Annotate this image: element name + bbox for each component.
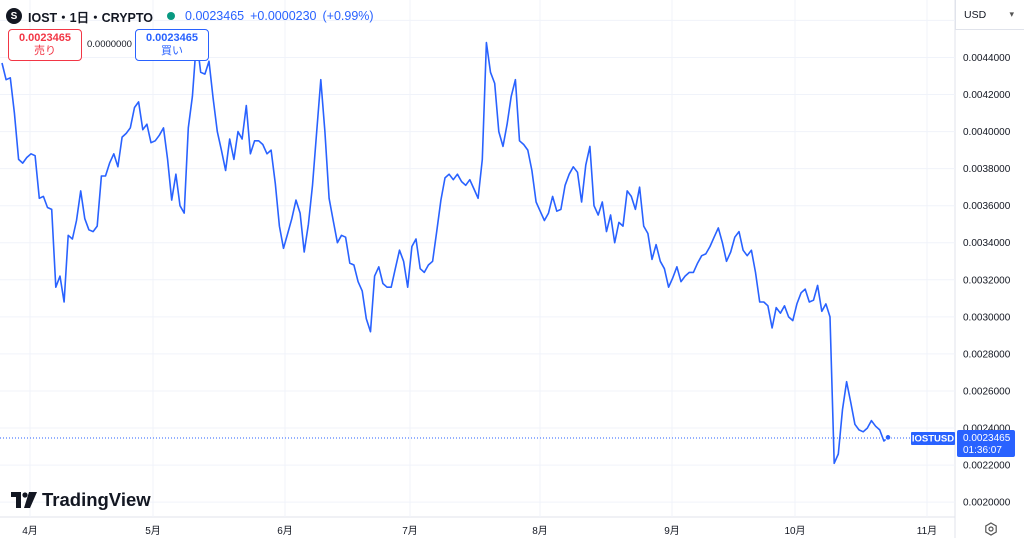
series-line-iostusd <box>1 38 889 465</box>
tradingview-mark-icon <box>11 492 37 508</box>
x-tick-label: 10月 <box>784 525 805 537</box>
iost-logo-icon: S <box>6 8 22 24</box>
symbol-tag-label: IOSTUSD <box>912 433 954 444</box>
brand-name: TradingView <box>42 489 151 510</box>
buy-label: 買い <box>161 45 183 57</box>
x-tick-label: 6月 <box>277 525 293 537</box>
y-tick-label: 0.0042000 <box>963 90 1011 101</box>
x-tick-label: 9月 <box>664 525 680 537</box>
last-price-tag-value: 0.0023465 <box>963 433 1011 444</box>
settings-gear-icon[interactable] <box>982 520 1000 538</box>
x-tick-label: 8月 <box>532 525 548 537</box>
last-price-tag <box>957 429 1015 457</box>
sell-button[interactable]: 0.0023465 売り <box>8 29 82 61</box>
sell-label: 売り <box>34 45 56 57</box>
x-tick-label: 7月 <box>402 525 418 537</box>
price-change-percent: (+0.99%) <box>322 9 374 23</box>
y-tick-label: 0.0044000 <box>963 53 1011 64</box>
currency-selector[interactable]: USD ▾ <box>955 0 1024 30</box>
spread-value: 0.0000000 <box>87 39 132 50</box>
y-tick-label: 0.0034000 <box>963 238 1011 249</box>
x-tick-label: 11月 <box>917 525 937 537</box>
price-axis-panel <box>955 0 1024 538</box>
sell-price: 0.0023465 <box>19 32 71 44</box>
price-change: +0.0000230 <box>250 9 317 23</box>
market-open-dot-icon <box>167 12 176 20</box>
last-point-marker <box>884 434 892 441</box>
y-tick-label: 0.0022000 <box>963 461 1011 472</box>
y-tick-label: 0.0038000 <box>963 164 1011 175</box>
x-tick-label: 5月 <box>145 525 161 537</box>
symbol-header: S IOST・1日・CRYPTO 0.0023465 +0.0000230 (+… <box>6 6 374 26</box>
last-price: 0.0023465 <box>185 9 245 23</box>
y-tick-label: 0.0026000 <box>963 386 1011 397</box>
y-tick-label: 0.0036000 <box>963 201 1011 212</box>
tradingview-logo[interactable]: TradingView <box>11 489 151 511</box>
currency-label: USD <box>964 8 987 21</box>
symbol-title[interactable]: IOST・1日・CRYPTO <box>28 10 154 25</box>
y-tick-label: 0.0028000 <box>963 349 1011 360</box>
y-tick-label: 0.0030000 <box>963 312 1011 323</box>
y-tick-label: 0.0040000 <box>963 127 1011 138</box>
symbol-tag <box>911 431 955 445</box>
bar-countdown: 01:36:07 <box>963 445 1002 456</box>
y-tick-label: 0.0024000 <box>963 424 1011 435</box>
y-tick-label: 0.0032000 <box>963 275 1011 286</box>
y-tick-label: 0.0020000 <box>963 498 1011 509</box>
buy-price: 0.0023465 <box>146 32 198 44</box>
x-tick-label: 4月 <box>22 525 38 537</box>
buy-button[interactable]: 0.0023465 買い <box>135 29 209 61</box>
chevron-down-icon: ▾ <box>1009 9 1014 19</box>
